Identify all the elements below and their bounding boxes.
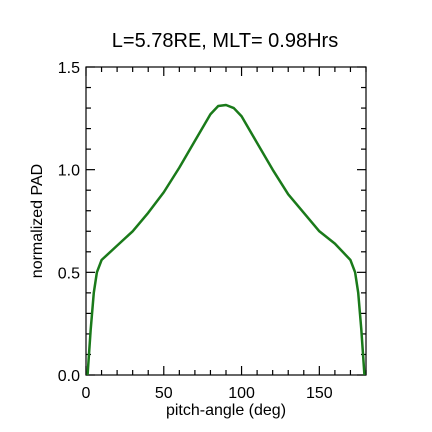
y-axis-label: normalized PAD bbox=[29, 164, 46, 278]
axis-ticks bbox=[85, 66, 367, 376]
y-tick-label: 0.5 bbox=[58, 265, 80, 282]
x-axis-label: pitch-angle (deg) bbox=[166, 402, 286, 419]
x-tick-label: 100 bbox=[228, 385, 255, 402]
x-tick-label: 50 bbox=[155, 385, 173, 402]
x-tick-label: 0 bbox=[82, 385, 91, 402]
series-line bbox=[86, 103, 366, 376]
plot-frame bbox=[85, 66, 367, 376]
x-tick-label: 150 bbox=[306, 385, 333, 402]
y-tick-label: 1.0 bbox=[58, 163, 80, 180]
y-tick-label: 1.5 bbox=[58, 60, 80, 77]
chart-title: L=5.78RE, MLT= 0.98Hrs bbox=[112, 30, 338, 52]
y-tick-label: 0.0 bbox=[58, 368, 80, 385]
tick-labels: 0 50 100 150 0.0 0.5 1.0 1.5 bbox=[58, 60, 333, 402]
